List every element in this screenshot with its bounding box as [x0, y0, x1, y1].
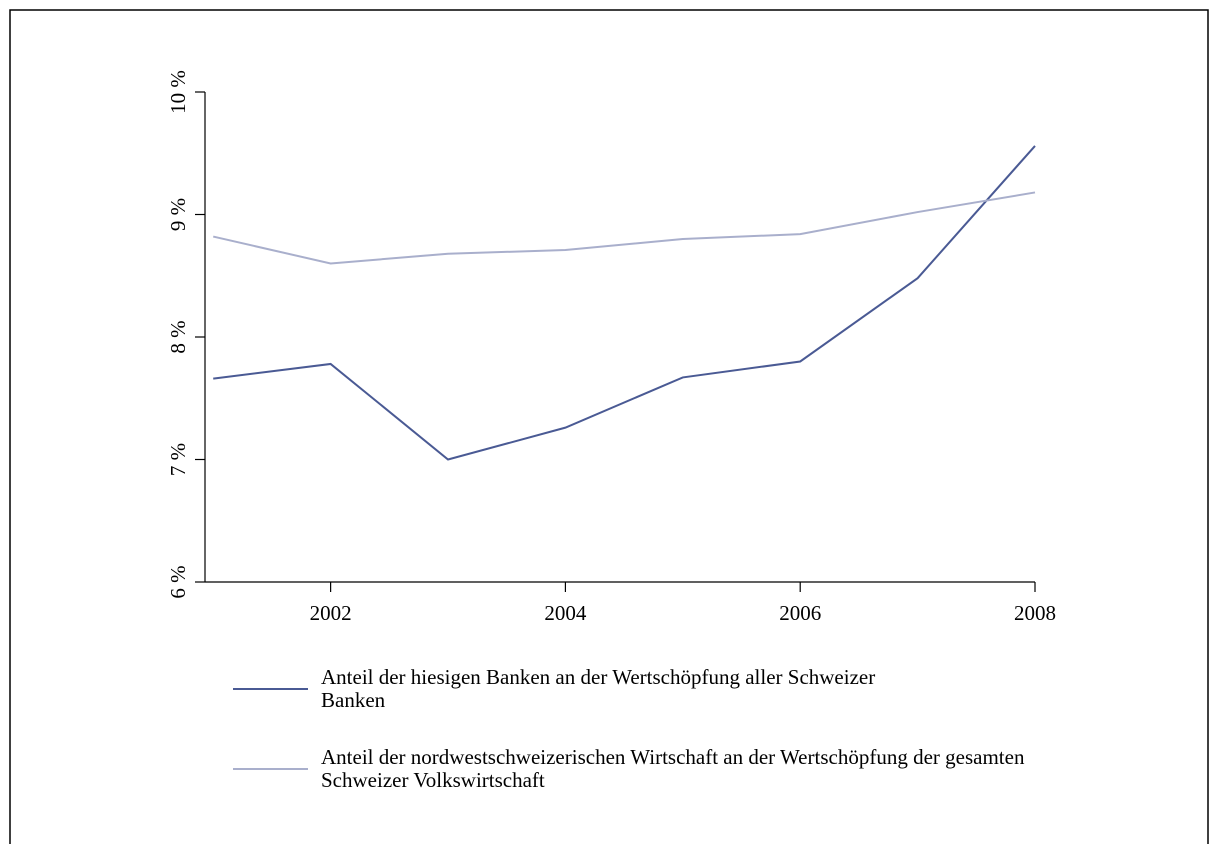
legend-label: Anteil der hiesigen Banken an der Wertsc… — [321, 665, 876, 712]
x-tick-label: 2006 — [779, 601, 821, 625]
x-tick-label: 2004 — [544, 601, 587, 625]
x-tick-label: 2002 — [310, 601, 352, 625]
y-tick-label: 9 % — [166, 198, 190, 231]
y-tick-label: 8 % — [166, 320, 190, 353]
x-tick-label: 2008 — [1014, 601, 1056, 625]
y-tick-label: 7 % — [166, 443, 190, 476]
legend-label: Anteil der nordwestschweizerischen Wirts… — [321, 745, 1025, 792]
series-line — [213, 145, 1036, 461]
y-tick-label: 6 % — [166, 565, 190, 598]
y-tick-label: 10 % — [166, 70, 190, 114]
frame — [9, 9, 1209, 844]
series-line — [212, 191, 1036, 265]
